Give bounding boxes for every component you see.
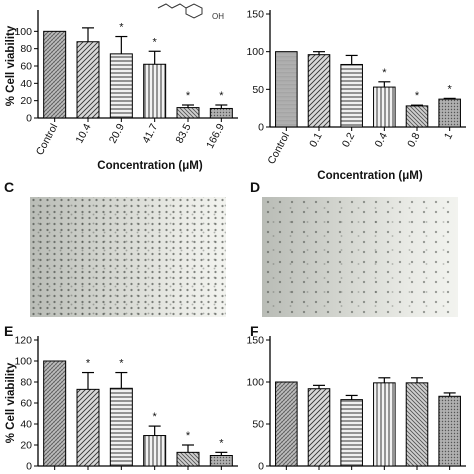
y-axis-label-2: % Cell viability (5, 362, 17, 443)
x-tick-label-1-5: 1 (442, 131, 455, 142)
significance-marker-2-5: * (219, 437, 224, 449)
y-tick-label-2-1: 20 (20, 440, 32, 452)
bar-2-1 (76, 388, 100, 467)
bar-1-0 (275, 51, 298, 128)
significance-marker-0-5: * (219, 90, 224, 102)
x-tick-label-0-4: 83.5 (173, 122, 193, 146)
bar-3-4 (405, 382, 429, 467)
significance-marker-2-2: * (119, 358, 124, 370)
bar-1-3 (373, 86, 396, 128)
bar-3-0 (275, 381, 298, 467)
significance-marker-1-5: * (448, 83, 453, 95)
panel-letter-2: C (4, 179, 14, 195)
y-tick-label-0-4: 80 (20, 43, 32, 55)
y-tick-label-3-1: 50 (252, 419, 264, 431)
bar-3-5 (438, 395, 461, 467)
bar-0-5 (209, 107, 233, 119)
y-tick-label-2-6: 120 (14, 335, 32, 347)
y-tick-label-1-2: 100 (246, 46, 264, 58)
bar-2-5 (209, 455, 233, 467)
bar-3-3 (373, 382, 396, 467)
y-tick-label-3-2: 100 (246, 377, 264, 389)
bar-1-5 (438, 98, 461, 128)
y-tick-label-0-2: 40 (20, 78, 32, 90)
micrograph-c (30, 197, 226, 317)
bar-0-1 (76, 41, 100, 119)
structure-chain (157, 3, 187, 9)
micrograph-d (262, 197, 458, 317)
significance-marker-1-4: * (415, 90, 420, 102)
y-tick-label-2-3: 60 (20, 398, 32, 410)
y-tick-label-2-2: 40 (20, 419, 32, 431)
significance-marker-0-2: * (119, 22, 124, 34)
bar-1-2 (340, 63, 363, 128)
x-tick-label-0-0: Control (34, 122, 60, 158)
x-axis-label-0: Concentration (μM) (97, 160, 203, 172)
x-tick-label-1-3: 0.4 (373, 131, 391, 150)
y-tick-label-0-3: 60 (20, 61, 32, 73)
y-tick-label-2-5: 100 (14, 356, 32, 368)
bar-0-3 (143, 63, 167, 119)
significance-marker-2-1: * (86, 358, 91, 370)
y-tick-label-3-0: 0 (258, 461, 264, 473)
x-tick-label-1-4: 0.8 (405, 131, 423, 150)
bar-0-0 (43, 30, 67, 119)
x-tick-label-1-0: Control (265, 131, 291, 167)
y-tick-label-0-5: 100 (14, 26, 32, 38)
significance-marker-0-3: * (153, 36, 158, 48)
y-tick-label-3-3: 150 (246, 335, 264, 347)
x-tick-label-0-5: 166.9 (204, 122, 227, 151)
y-tick-label-2-4: 80 (20, 377, 32, 389)
bar-3-1 (307, 388, 331, 467)
y-tick-label-2-0: 0 (26, 461, 32, 473)
panel-letter-3: D (250, 179, 260, 195)
y-axis-label-0: % Cell viability (5, 25, 17, 106)
bar-2-4 (176, 451, 200, 467)
significance-marker-0-4: * (186, 90, 191, 102)
bar-1-1 (307, 54, 331, 128)
x-tick-label-0-2: 20.9 (107, 122, 127, 146)
significance-marker-1-3: * (382, 67, 387, 79)
bar-0-4 (176, 107, 200, 119)
structure-label: OH (212, 12, 224, 21)
significance-marker-2-4: * (186, 430, 191, 442)
structure-ring (185, 3, 203, 19)
bar-1-4 (405, 105, 429, 128)
y-tick-label-1-3: 150 (246, 9, 264, 21)
bar-2-0 (43, 360, 67, 467)
bar-3-2 (340, 399, 363, 467)
panel-letter-5: F (250, 323, 259, 339)
y-tick-label-0-0: 0 (26, 113, 32, 125)
panel-letter-4: E (4, 323, 13, 339)
y-tick-label-1-1: 50 (252, 84, 264, 96)
x-tick-label-0-1: 10.4 (73, 122, 93, 146)
bar-2-2 (109, 387, 133, 467)
y-tick-label-1-0: 0 (258, 122, 264, 134)
bar-0-2 (109, 53, 133, 119)
significance-marker-2-3: * (153, 411, 158, 423)
y-tick-label-0-1: 20 (20, 95, 32, 107)
x-axis-label-1: Concentration (μM) (317, 170, 423, 182)
x-tick-label-1-2: 0.2 (340, 131, 358, 150)
x-tick-label-0-3: 41.7 (140, 122, 160, 146)
x-tick-label-1-1: 0.1 (307, 131, 325, 150)
bar-2-3 (143, 435, 167, 467)
